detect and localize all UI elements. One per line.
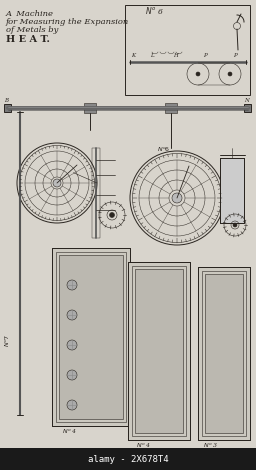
Text: $N^o$ 4: $N^o$ 4 (62, 428, 77, 436)
Bar (135, 269, 183, 433)
Bar (244, 104, 251, 112)
Bar (84, 103, 96, 113)
Bar (202, 271, 246, 436)
Bar (220, 158, 244, 223)
Bar (205, 274, 243, 433)
Circle shape (196, 72, 200, 76)
Bar (198, 267, 250, 440)
Bar (0, 448, 256, 470)
Text: $N^o$ 6: $N^o$ 6 (145, 5, 164, 16)
Bar (56, 252, 126, 422)
Bar (132, 266, 186, 436)
Bar (52, 248, 130, 426)
Bar (128, 262, 190, 440)
Text: of Metals by: of Metals by (6, 26, 58, 34)
Text: P: P (233, 53, 237, 58)
Bar (4, 104, 11, 112)
Text: H: H (173, 53, 177, 58)
Text: $N^o 7$: $N^o 7$ (4, 333, 12, 347)
Text: B: B (4, 98, 8, 103)
Circle shape (67, 310, 77, 320)
Text: $N^o$ 4: $N^o$ 4 (136, 442, 151, 450)
Text: $N^o 6$: $N^o 6$ (157, 146, 170, 154)
Bar (128, 262, 190, 440)
Circle shape (53, 179, 61, 187)
Text: alamy - 2X678T4: alamy - 2X678T4 (88, 454, 168, 463)
Bar (165, 103, 177, 113)
Circle shape (233, 223, 237, 227)
Circle shape (67, 340, 77, 350)
Bar (52, 248, 130, 426)
Bar (92, 148, 100, 238)
Text: $N^o$ 3: $N^o$ 3 (203, 442, 219, 450)
Text: for Measuring the Expansion: for Measuring the Expansion (6, 18, 129, 26)
Bar (125, 5, 250, 95)
Text: N: N (244, 98, 249, 103)
Text: A  Machine: A Machine (6, 10, 54, 18)
Circle shape (67, 370, 77, 380)
Circle shape (67, 400, 77, 410)
Bar (59, 255, 123, 419)
Circle shape (110, 212, 114, 218)
Circle shape (172, 193, 182, 203)
Bar (198, 267, 250, 440)
Text: K: K (131, 53, 135, 58)
Circle shape (67, 280, 77, 290)
Text: L: L (150, 53, 154, 58)
Circle shape (228, 72, 232, 76)
Bar (220, 158, 244, 223)
Text: H E A T.: H E A T. (6, 35, 50, 44)
Text: P: P (203, 53, 207, 58)
